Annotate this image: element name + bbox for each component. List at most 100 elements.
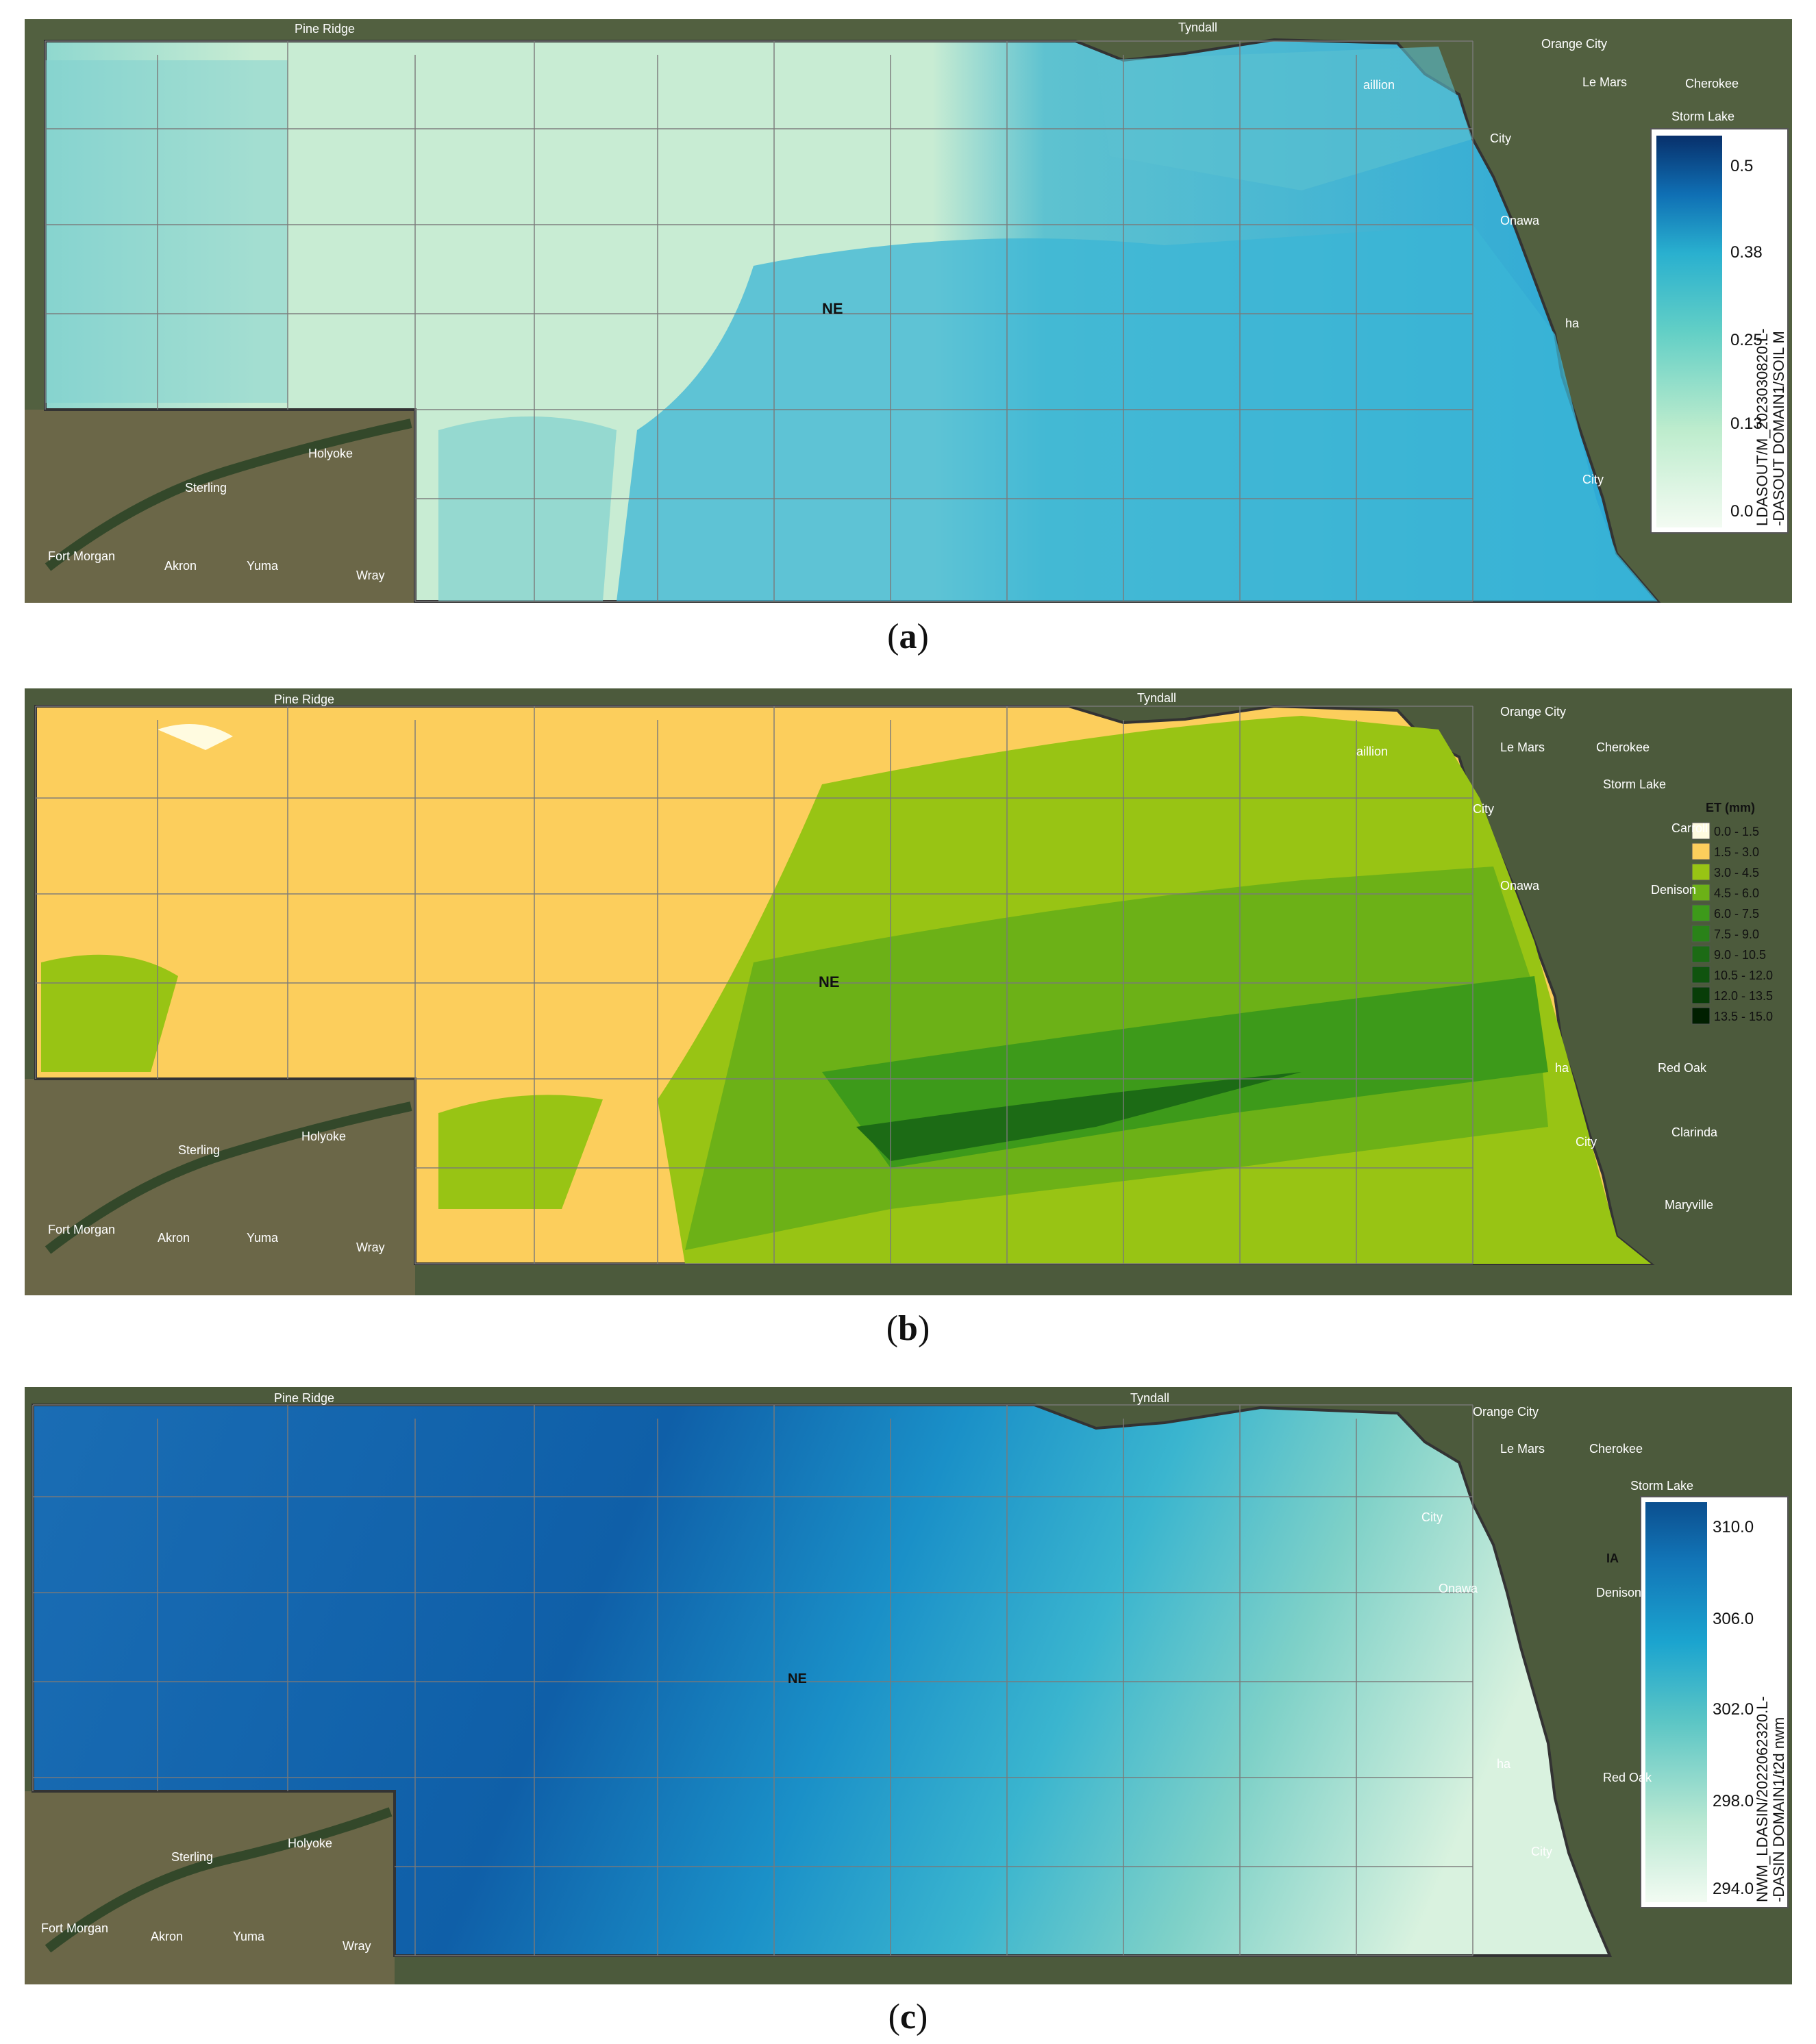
place-label: Sterling: [185, 481, 227, 495]
place-label: Storm Lake: [1630, 1479, 1693, 1493]
temperature-map: NE 310.0 306.0 302.0 298.0 294.0 NWM_LDA…: [25, 1387, 1792, 1984]
place-label: Storm Lake: [1603, 777, 1666, 791]
county-lines: [32, 1404, 1473, 1956]
place-label: Cherokee: [1685, 77, 1739, 90]
place-label: Le Mars: [1500, 1442, 1545, 1456]
place-label: Onawa: [1500, 214, 1540, 227]
legend-swatch: [1691, 822, 1711, 840]
place-label: ha: [1565, 316, 1580, 330]
place-label: Fort Morgan: [48, 1223, 115, 1236]
place-label: City: [1473, 802, 1494, 816]
place-label: Le Mars: [1500, 740, 1545, 754]
legend-swatch: [1691, 986, 1711, 1004]
panel-c: NE 310.0 306.0 302.0 298.0 294.0 NWM_LDA…: [0, 1387, 1816, 1990]
place-label: Sterling: [171, 1850, 213, 1864]
colorado-inset: [25, 1079, 415, 1295]
colorado-inset: [25, 1791, 395, 1984]
legend-label: 7.5 - 9.0: [1714, 927, 1759, 941]
place-label: ha: [1555, 1061, 1569, 1075]
legend-label: 3.0 - 4.5: [1714, 866, 1759, 880]
legend-swatch: [1691, 863, 1711, 881]
place-label: City: [1490, 132, 1511, 145]
place-label: Storm Lake: [1671, 110, 1734, 123]
panel-b: NE ET (mm) 0.0 - 1.5 1.5 - 3.0 3.0 - 4.5 4.…: [0, 688, 1816, 1298]
place-label: Orange City: [1500, 705, 1566, 719]
state-label: NE: [788, 1671, 807, 1686]
place-label: aillion: [1363, 78, 1395, 92]
place-label: Pine Ridge: [274, 693, 334, 706]
legend-label: 13.5 - 15.0: [1714, 1010, 1773, 1023]
legend-tick: 310.0: [1713, 1518, 1754, 1536]
legend-tick: 0.25: [1730, 331, 1763, 349]
place-label: Cherokee: [1596, 740, 1650, 754]
place-label: Onawa: [1500, 879, 1540, 893]
place-label: Yuma: [233, 1930, 265, 1943]
legend-swatch: [1691, 904, 1711, 922]
legend-title: ET (mm): [1706, 801, 1755, 814]
legend-soil-moisture: 0.5 0.38 0.25 0.13 0.0 LDASOUT/M_2023030…: [1650, 128, 1789, 534]
place-label: Maryville: [1665, 1198, 1713, 1212]
legend-label: 1.5 - 3.0: [1714, 845, 1759, 859]
county-lines: [45, 40, 1473, 602]
place-label: Fort Morgan: [41, 1921, 108, 1935]
caption-c: (c): [888, 1997, 928, 2036]
place-label: Clarinda: [1671, 1125, 1718, 1139]
legend-label: 6.0 - 7.5: [1714, 907, 1759, 921]
place-label: Denison: [1596, 1586, 1641, 1599]
place-label: Tyndall: [1130, 1391, 1169, 1405]
place-label: aillion: [1356, 745, 1388, 758]
legend-title: -DASIN DOMAIN1/t2d nwm: [1770, 1717, 1787, 1902]
legend-tick: 0.0: [1730, 502, 1753, 521]
legend-tick: 302.0: [1713, 1700, 1754, 1719]
legend-swatch: [1691, 966, 1711, 984]
place-label: Wray: [356, 569, 385, 582]
place-label: Tyndall: [1137, 691, 1176, 705]
place-label: Fort Morgan: [48, 549, 115, 563]
place-label: Le Mars: [1582, 75, 1627, 89]
place-label: Holyoke: [301, 1130, 346, 1143]
place-label: Cherokee: [1589, 1442, 1643, 1456]
place-label: Orange City: [1541, 37, 1607, 51]
place-label: Wray: [356, 1241, 385, 1254]
legend-temperature: 310.0 306.0 302.0 298.0 294.0 NWM_LDASIN…: [1640, 1496, 1789, 1908]
legend-swatch: [1691, 884, 1711, 901]
place-label: City: [1531, 1845, 1552, 1858]
legend-title: LDASOUT/M_2023030820.L-: [1754, 328, 1771, 526]
legend-tick: 0.38: [1730, 243, 1763, 262]
place-label: Akron: [164, 559, 197, 573]
place-label: Onawa: [1439, 1582, 1478, 1595]
legend-swatch: [1691, 843, 1711, 860]
place-label: Pine Ridge: [274, 1391, 334, 1405]
legend-label: 0.0 - 1.5: [1714, 825, 1759, 838]
legend-swatch: [1691, 1007, 1711, 1025]
place-label: Orange City: [1473, 1405, 1539, 1419]
panel-a: NE 0.5 0.38 0.25 0.13 0.0 LDASOUT/M_2023…: [0, 19, 1816, 608]
legend-swatch: [1691, 945, 1711, 963]
legend-tick: 306.0: [1713, 1610, 1754, 1628]
county-lines: [35, 706, 1473, 1264]
legend-tick: 0.5: [1730, 157, 1753, 175]
legend-title: -DASOUT DOMAIN1/SOIL M: [1770, 331, 1787, 526]
place-label: Akron: [151, 1930, 183, 1943]
legend-swatch: [1691, 925, 1711, 943]
place-label: IA: [1606, 1551, 1619, 1565]
legend-label: 10.5 - 12.0: [1714, 969, 1773, 982]
legend-title: NWM_LDASIN/2022062320.L-: [1754, 1696, 1771, 1902]
place-label: Red Oak: [1658, 1061, 1707, 1075]
caption-a: (a): [887, 617, 929, 656]
evapotranspiration-map: NE ET (mm) 0.0 - 1.5 1.5 - 3.0 3.0 - 4.5 4.…: [25, 688, 1792, 1295]
place-label: City: [1421, 1510, 1443, 1524]
legend-et: ET (mm) 0.0 - 1.5 1.5 - 3.0 3.0 - 4.5 4.5 -…: [1691, 801, 1773, 1025]
place-label: Akron: [158, 1231, 190, 1245]
state-label: NE: [822, 300, 843, 317]
place-label: Red Oak: [1603, 1771, 1652, 1784]
legend-label: 4.5 - 6.0: [1714, 886, 1759, 900]
place-label: Wray: [343, 1939, 371, 1953]
soil-moisture-map: NE 0.5 0.38 0.25 0.13 0.0 LDASOUT/M_2023…: [25, 19, 1792, 603]
place-label: Holyoke: [308, 447, 353, 460]
place-label: Pine Ridge: [295, 22, 355, 36]
place-label: ha: [1497, 1757, 1511, 1771]
legend-tick: 0.13: [1730, 414, 1763, 433]
state-label: NE: [819, 973, 840, 990]
legend-label: 9.0 - 10.5: [1714, 948, 1766, 962]
